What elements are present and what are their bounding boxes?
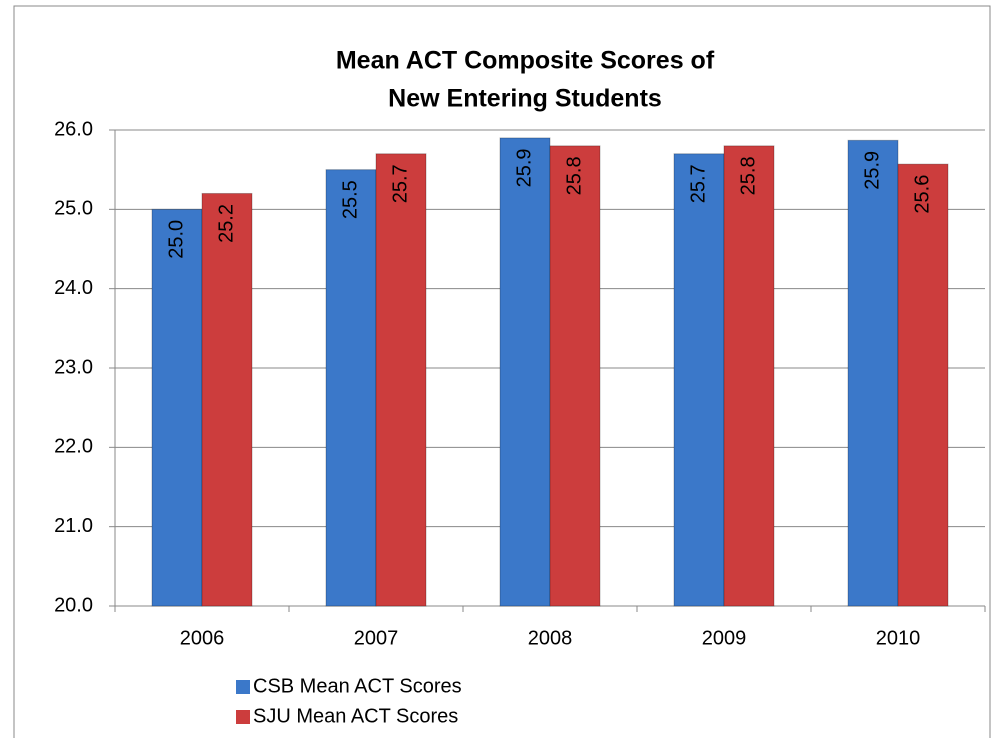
legend-label: CSB Mean ACT Scores: [253, 675, 462, 697]
bar: [723, 145, 775, 607]
y-tick-label: 21.0: [54, 515, 93, 537]
x-tick-label: 2006: [180, 627, 225, 649]
chart-title: New Entering Students: [388, 85, 662, 113]
y-tick-label: 26.0: [54, 118, 93, 140]
value-label: 25.8: [563, 156, 585, 195]
legend-swatch: [236, 710, 250, 724]
value-label: 25.2: [215, 204, 237, 243]
bar: [375, 153, 427, 607]
chart-title: Mean ACT Composite Scores of: [336, 47, 715, 75]
y-tick-label: 23.0: [54, 356, 93, 378]
bar: [897, 163, 949, 607]
value-label: 25.7: [389, 164, 411, 203]
bar: [499, 137, 551, 607]
y-tick-label: 24.0: [54, 277, 93, 299]
bar: [325, 169, 377, 607]
legend-label: SJU Mean ACT Scores: [253, 705, 458, 727]
bar: [201, 192, 253, 607]
value-label: 25.5: [339, 180, 361, 219]
value-label: 25.7: [687, 164, 709, 203]
value-label: 25.0: [165, 220, 187, 259]
x-tick-label: 2010: [876, 627, 921, 649]
y-tick-label: 20.0: [54, 594, 93, 616]
bar: [151, 208, 203, 607]
value-label: 25.9: [861, 151, 883, 190]
value-label: 25.8: [737, 156, 759, 195]
bar: [847, 139, 899, 607]
y-tick-label: 22.0: [54, 436, 93, 458]
legend-swatch: [236, 680, 250, 694]
y-tick-label: 25.0: [54, 198, 93, 220]
x-tick-label: 2009: [702, 627, 747, 649]
x-tick-label: 2008: [528, 627, 573, 649]
x-tick-label: 2007: [354, 627, 399, 649]
bar: [549, 145, 601, 607]
value-label: 25.6: [911, 175, 933, 214]
bar: [673, 153, 725, 607]
value-label: 25.9: [513, 148, 535, 187]
